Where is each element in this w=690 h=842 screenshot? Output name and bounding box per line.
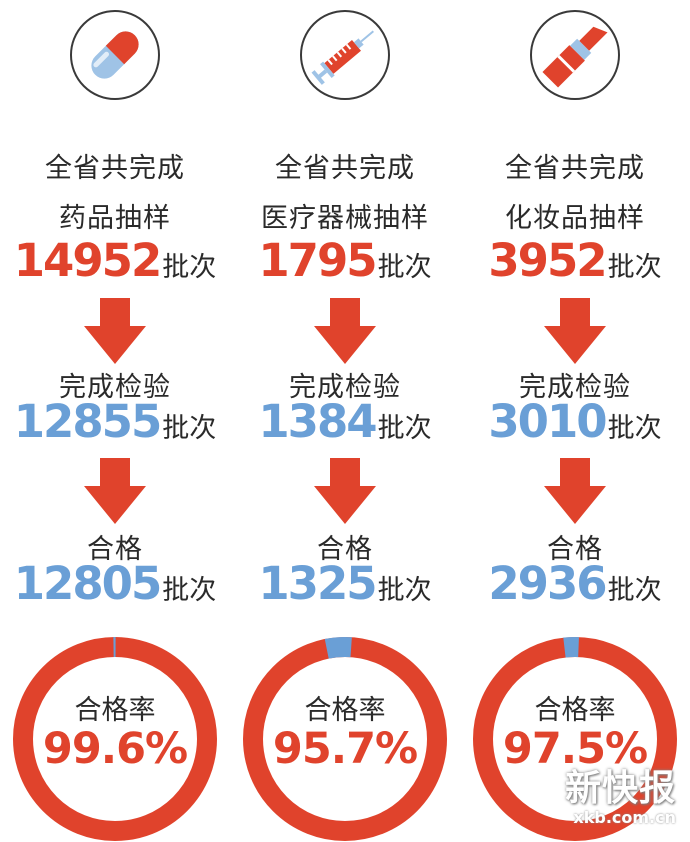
down-arrow-icon: [84, 458, 146, 524]
passed-number: 12805: [13, 557, 163, 610]
pass-rate-donut: 合格率 95.7%: [242, 636, 448, 842]
pass-label: 合格: [547, 534, 603, 565]
rate-value: 99.6%: [42, 724, 188, 774]
unit-label: 批次: [162, 575, 217, 606]
title-line-2: 医疗器械抽样: [261, 203, 429, 234]
title-line-2: 药品抽样: [59, 203, 171, 234]
sampled-count: 3952批次: [460, 234, 690, 287]
down-arrow-icon: [544, 458, 606, 524]
pass-rate-donut: 合格率 99.6%: [12, 636, 218, 842]
donut-fail-arc: [473, 637, 677, 841]
title-line-2: 化妆品抽样: [505, 203, 645, 234]
unit-label: 批次: [162, 413, 217, 444]
column-cosmetics: 全省共完成 化妆品抽样 3952批次 完成检验 3010批次 合格 2936批次…: [460, 0, 690, 842]
unit-label: 批次: [607, 413, 662, 444]
unit-label: 批次: [377, 575, 432, 606]
syringe-icon: [300, 10, 390, 100]
pass-rate-donut: 合格率 97.5%: [472, 636, 678, 842]
rate-value: 95.7%: [272, 724, 418, 774]
tested-label: 完成检验: [289, 372, 401, 403]
rate-label: 合格率: [534, 695, 616, 726]
down-arrow-icon: [84, 298, 146, 364]
rate-label: 合格率: [304, 695, 386, 726]
passed-count: 12805批次: [0, 557, 230, 610]
pill-icon: [70, 10, 160, 100]
down-arrow-icon: [314, 298, 376, 364]
passed-count: 2936批次: [460, 557, 690, 610]
watermark-url: xkb.com.cn: [573, 808, 676, 827]
tested-label: 完成检验: [59, 372, 171, 403]
unit-label: 批次: [377, 413, 432, 444]
tested-count: 3010批次: [460, 395, 690, 448]
tested-count: 1384批次: [230, 395, 460, 448]
sampled-number: 3952: [488, 234, 607, 287]
title-line-1: 全省共完成: [505, 153, 645, 184]
title-line-1: 全省共完成: [45, 153, 185, 184]
donut-fail-arc: [243, 637, 447, 841]
rate-value: 97.5%: [502, 724, 648, 774]
sampled-number: 1795: [258, 234, 377, 287]
passed-count: 1325批次: [230, 557, 460, 610]
unit-label: 批次: [162, 252, 217, 283]
pass-label: 合格: [87, 534, 143, 565]
tested-number: 1384: [258, 395, 377, 448]
sampled-count: 1795批次: [230, 234, 460, 287]
tested-number: 3010: [488, 395, 607, 448]
tested-count: 12855批次: [0, 395, 230, 448]
passed-number: 2936: [488, 557, 607, 610]
title-line-1: 全省共完成: [275, 153, 415, 184]
unit-label: 批次: [607, 252, 662, 283]
down-arrow-icon: [544, 298, 606, 364]
column-drugs: 全省共完成 药品抽样 14952批次 完成检验 12855批次 合格 12805…: [0, 0, 230, 842]
sampled-number: 14952: [13, 234, 163, 287]
unit-label: 批次: [607, 575, 662, 606]
unit-label: 批次: [377, 252, 432, 283]
column-medical-devices: 全省共完成 医疗器械抽样 1795批次 完成检验 1384批次 合格 1325批…: [230, 0, 460, 842]
donut-fail-arc: [13, 637, 217, 841]
pass-label: 合格: [317, 534, 373, 565]
lipstick-icon: [530, 10, 620, 100]
tested-label: 完成检验: [519, 372, 631, 403]
watermark: 新快报 xkb.com.cn: [546, 768, 676, 838]
rate-label: 合格率: [74, 695, 156, 726]
watermark-logo: 新快报: [564, 767, 676, 809]
down-arrow-icon: [314, 458, 376, 524]
tested-number: 12855: [13, 395, 163, 448]
passed-number: 1325: [258, 557, 377, 610]
sampled-count: 14952批次: [0, 234, 230, 287]
